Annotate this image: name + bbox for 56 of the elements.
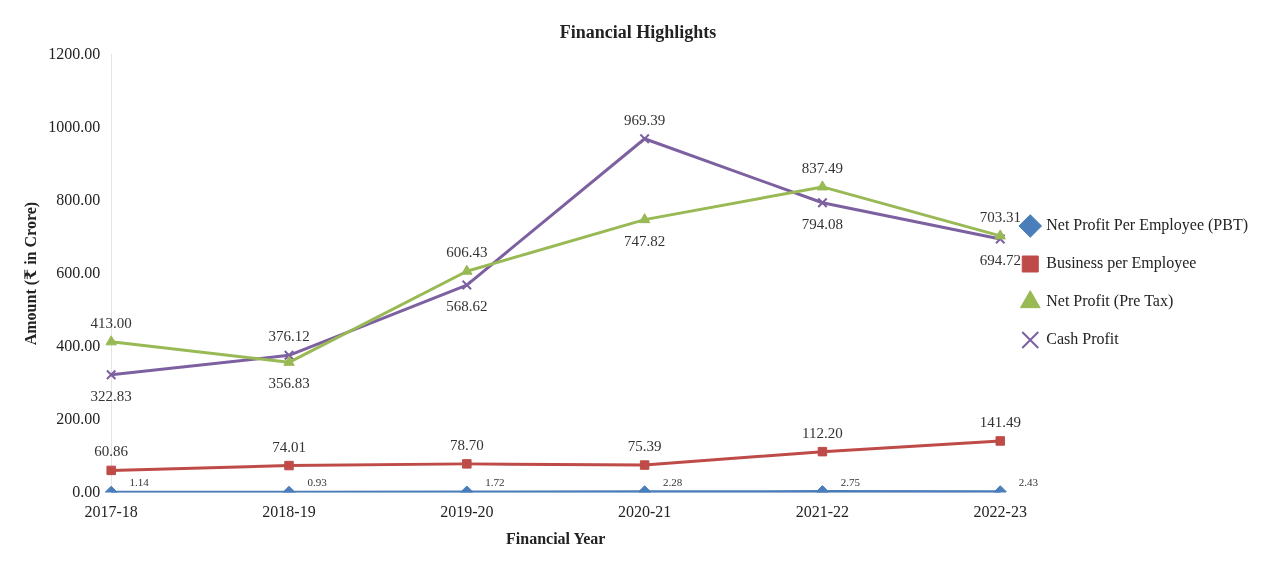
data-label: 568.62 [446,298,488,315]
x-tick-label: 2018-19 [262,503,316,521]
legend-label: Net Profit (Pre Tax) [1046,292,1174,311]
point [638,213,651,224]
point [283,355,295,366]
data-label: 2.43 [1018,475,1039,488]
data-label: 969.39 [624,111,666,128]
data-label: 356.83 [268,375,310,392]
y-axis-title: Amount (₹ in Crore) [21,201,40,346]
data-label: 703.31 [979,208,1021,225]
data-label: 2.28 [663,475,683,488]
data-label: 75.39 [627,438,662,455]
data-label: 413.00 [90,314,132,331]
data-label: 322.83 [90,387,132,404]
x-axis-title: Financial Year [506,529,606,547]
data-label: 78.70 [449,436,484,453]
data-label: 376.12 [268,328,310,345]
data-label: 1.72 [485,475,505,488]
point [816,180,829,191]
y-tick-label: 1000.00 [48,117,101,135]
data-label: 794.08 [801,215,844,232]
x-tick-label: 2017-18 [84,503,138,521]
point [817,446,828,457]
point [639,133,650,145]
legend-label: Cash Profit [1046,330,1120,348]
point [105,335,117,346]
data-label: 694.72 [979,252,1021,269]
data-label: 141.49 [979,413,1021,430]
legend-label: Business per Employee [1046,254,1197,273]
data-label: 747.82 [624,232,666,249]
point [817,197,828,208]
point [994,229,1006,240]
legend-label: Net Profit Per Employee (PBT) [1046,216,1249,235]
point [461,264,473,275]
x-tick-label: 2022-23 [973,503,1027,521]
data-label: 0.93 [307,476,328,489]
point [461,279,473,291]
data-label: 606.43 [446,244,488,261]
data-label: 112.20 [802,424,843,441]
data-label: 2.75 [840,475,861,488]
y-tick-label: 400.00 [56,336,101,354]
point [105,369,117,381]
point [283,350,295,361]
data-label: 1.14 [129,476,150,489]
y-tick-label: 200.00 [56,409,101,427]
y-tick-label: 0.00 [72,482,101,500]
x-tick-label: 2020-21 [617,503,672,521]
x-tick-label: 2021-22 [795,503,850,521]
y-tick-label: 1200.00 [48,44,101,62]
y-tick-label: 600.00 [56,263,101,281]
x-tick-label: 2019-20 [440,503,494,521]
data-label: 837.49 [801,159,844,176]
data-label: 74.01 [272,438,306,455]
chart-title: Financial Highlights [559,22,717,43]
data-label: 60.86 [94,443,129,460]
y-tick-label: 800.00 [56,190,101,208]
